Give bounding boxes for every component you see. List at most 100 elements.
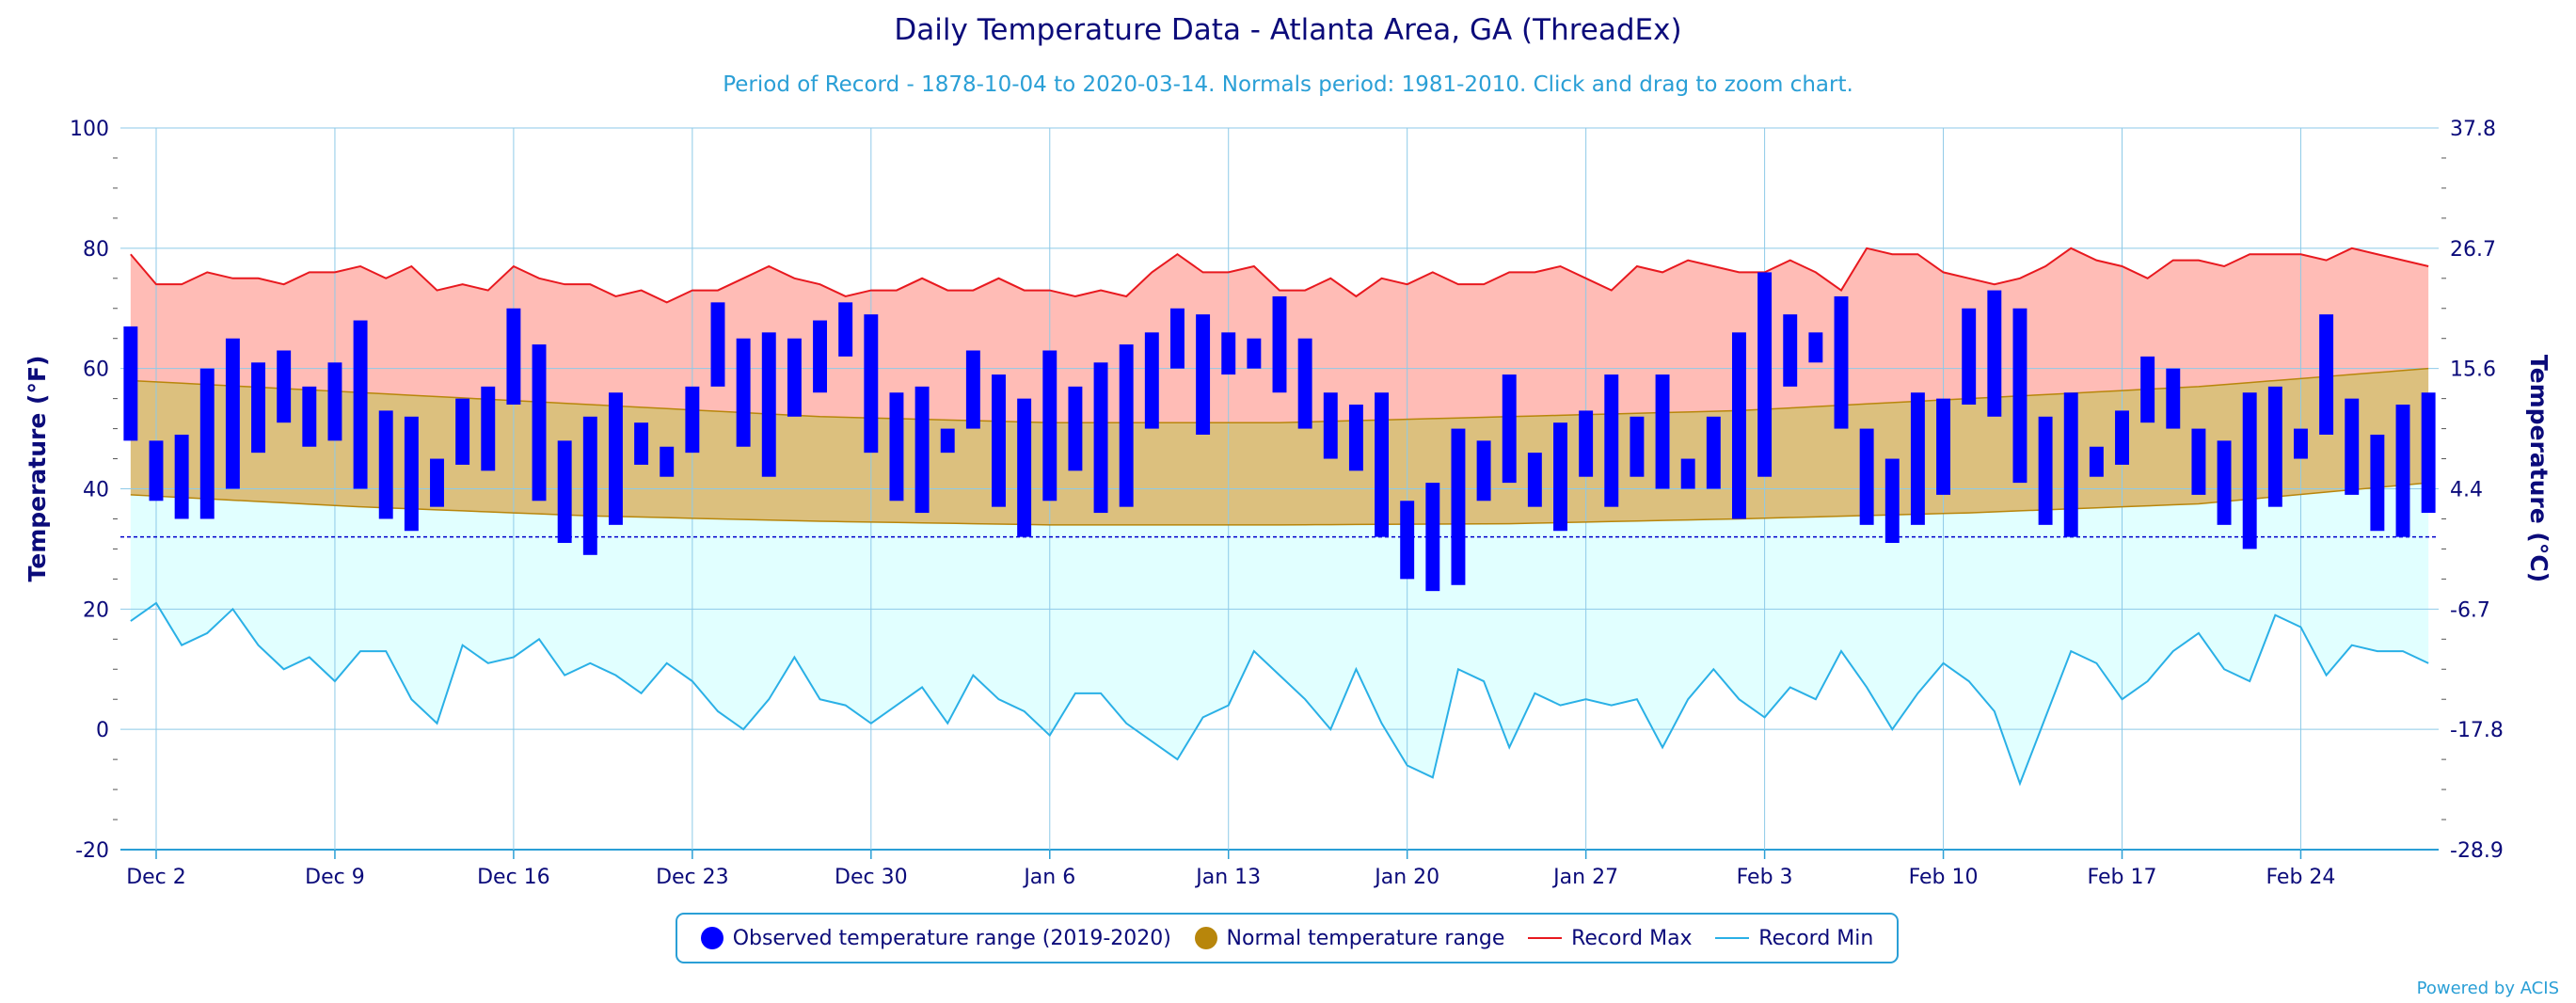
observed-range-bar[interactable] [1093,362,1108,514]
observed-range-bar[interactable] [838,302,853,357]
observed-range-bar[interactable] [1400,501,1415,580]
observed-range-bar[interactable] [302,386,317,447]
observed-range-bar[interactable] [1655,374,1670,489]
observed-range-bar[interactable] [1808,332,1823,363]
observed-bars[interactable] [123,272,2436,592]
observed-range-bar[interactable] [277,350,292,423]
observed-range-bar[interactable] [123,326,138,441]
observed-range-bar[interactable] [1144,332,1159,429]
observed-range-bar[interactable] [1068,386,1083,471]
observed-range-bar[interactable] [736,338,751,447]
observed-range-bar[interactable] [965,350,980,429]
observed-range-bar[interactable] [2267,386,2282,507]
observed-range-bar[interactable] [1119,344,1134,507]
observed-range-bar[interactable] [1042,350,1057,502]
observed-range-bar[interactable] [1348,405,1363,471]
observed-range-bar[interactable] [710,302,725,387]
observed-range-bar[interactable] [813,320,828,393]
observed-range-bar[interactable] [761,332,776,477]
legend-item-record-min[interactable]: Record Min [1715,927,1873,950]
left-axis-ticks: -20 0 20 40 60 80 100 [70,118,109,863]
observed-range-bar[interactable] [455,398,470,465]
observed-range-bar[interactable] [1221,332,1236,375]
observed-range-bar[interactable] [327,362,342,441]
observed-range-bar[interactable] [1987,290,2002,417]
observed-range-bar[interactable] [864,314,879,454]
observed-range-bar[interactable] [608,392,623,525]
observed-range-bar[interactable] [1375,392,1390,537]
observed-range-bar[interactable] [1706,416,1721,489]
observed-range-bar[interactable] [430,458,444,507]
observed-range-bar[interactable] [1884,458,1900,544]
observed-range-bar[interactable] [1783,314,1798,387]
observed-range-bar[interactable] [149,440,164,502]
observed-range-bar[interactable] [2166,368,2181,429]
observed-range-bar[interactable] [2115,410,2129,465]
observed-range-bar[interactable] [634,422,649,465]
observed-range-bar[interactable] [1527,453,1542,507]
legend-item-normal[interactable]: Normal temperature range [1194,927,1504,950]
observed-range-bar[interactable] [1425,483,1440,592]
observed-range-bar[interactable] [1757,272,1773,477]
observed-range-bar[interactable] [481,386,496,471]
observed-range-bar[interactable] [506,308,521,406]
observed-range-bar[interactable] [199,368,215,519]
observed-range-bar[interactable] [251,362,265,454]
observed-range-bar[interactable] [1731,332,1746,519]
observed-range-bar[interactable] [2191,428,2206,495]
observed-range-bar[interactable] [1297,338,1312,429]
observed-range-bar[interactable] [2140,356,2155,423]
observed-range-bar[interactable] [992,374,1006,507]
observed-range-bar[interactable] [1272,295,1287,393]
legend-item-observed[interactable]: Observed temperature range (2019-2020) [700,927,1171,950]
observed-range-bar[interactable] [1680,458,1695,489]
observed-range-bar[interactable] [174,434,189,519]
observed-range-bar[interactable] [1553,422,1567,532]
observed-range-bar[interactable] [1579,410,1594,477]
observed-range-bar[interactable] [378,410,393,519]
observed-range-bar[interactable] [2319,314,2334,435]
observed-range-bar[interactable] [1196,314,1211,435]
observed-range-bar[interactable] [1247,338,1262,369]
observed-range-bar[interactable] [787,338,802,417]
observed-range-bar[interactable] [404,416,419,532]
observed-range-bar[interactable] [2242,392,2257,549]
observed-range-bar[interactable] [225,338,240,489]
observed-range-bar[interactable] [1323,392,1338,459]
observed-range-bar[interactable] [1451,428,1466,585]
observed-range-bar[interactable] [1630,416,1645,477]
observed-range-bar[interactable] [1834,295,1849,429]
observed-range-bar[interactable] [1476,440,1491,502]
observed-range-bar[interactable] [685,386,700,454]
observed-range-bar[interactable] [1936,398,1951,495]
observed-range-bar[interactable] [2217,440,2232,525]
legend-item-record-max[interactable]: Record Max [1528,927,1693,950]
observed-range-bar[interactable] [2294,428,2308,459]
observed-range-bar[interactable] [2421,392,2436,514]
observed-range-bar[interactable] [1502,374,1517,484]
observed-range-bar[interactable] [1962,308,1977,406]
observed-range-bar[interactable] [940,428,955,454]
observed-range-bar[interactable] [1169,308,1185,369]
observed-range-bar[interactable] [1859,428,1874,525]
observed-range-bar[interactable] [914,386,930,514]
observed-range-bar[interactable] [532,344,547,502]
observed-range-bar[interactable] [2038,416,2053,525]
observed-range-bar[interactable] [582,416,597,555]
observed-range-bar[interactable] [2370,434,2385,532]
observed-range-bar[interactable] [557,440,572,544]
observed-range-bar[interactable] [2063,392,2078,537]
powered-by-credit[interactable]: Powered by ACIS [2417,979,2559,998]
y-tick-label-left: 80 [83,238,109,262]
observed-range-bar[interactable] [889,392,904,502]
observed-range-bar[interactable] [353,320,368,489]
observed-range-bar[interactable] [1910,392,1925,525]
observed-range-bar[interactable] [1604,374,1619,507]
observed-range-bar[interactable] [2012,308,2027,484]
observed-range-bar[interactable] [1017,398,1032,537]
observed-range-bar[interactable] [660,446,675,477]
observed-range-bar[interactable] [2089,446,2104,477]
observed-range-bar[interactable] [2345,398,2360,495]
observed-range-bar[interactable] [2395,405,2410,537]
